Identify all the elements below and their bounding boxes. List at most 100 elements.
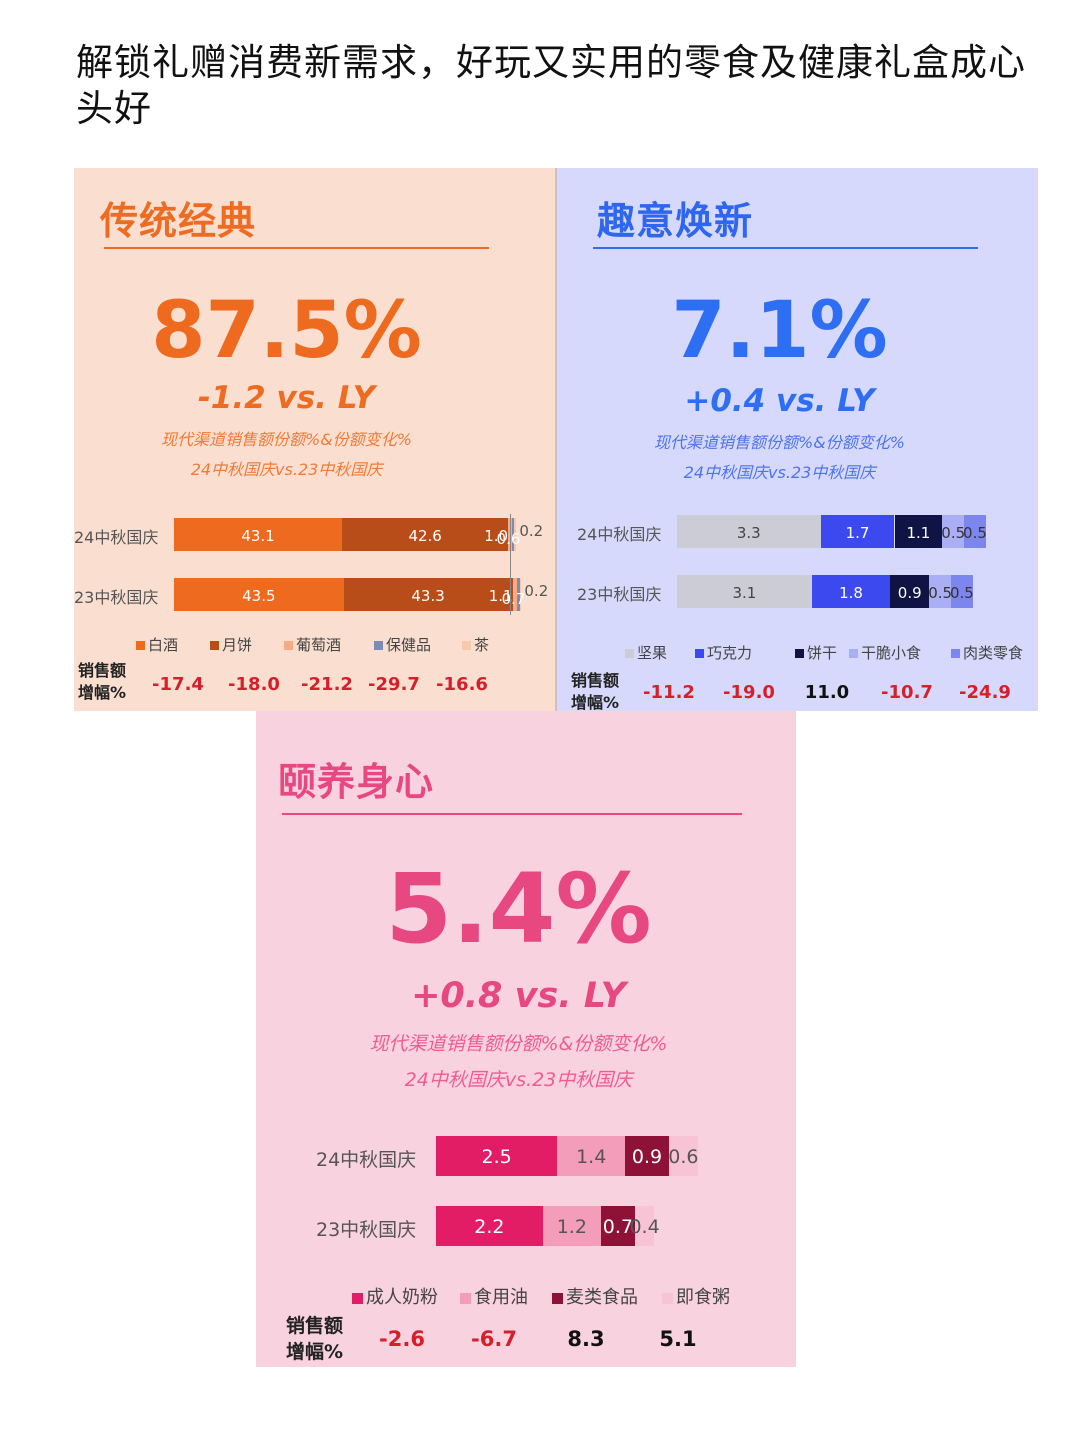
subtitle-metric: 现代渠道销售额份额%&份额变化%: [369, 1033, 668, 1055]
legend-item: 成人奶粉: [352, 1283, 438, 1309]
growth-row-label: 销售额增幅%: [571, 671, 620, 711]
data-label: 1.8: [839, 583, 863, 602]
panel-traditional: 传统经典 87.5% -1.2 vs. LY 现代渠道销售额份额%&份额变化% …: [74, 168, 555, 711]
share-value: 5.4%: [385, 853, 652, 965]
bar-segment: [894, 515, 943, 548]
bar-segment: [964, 515, 986, 548]
legend-label: 茶: [474, 636, 490, 654]
row-label: 23中秋国庆: [577, 584, 662, 604]
panel-title: 传统经典: [100, 199, 257, 243]
bar-segment: [668, 1136, 698, 1176]
data-label: 1.2: [556, 1216, 587, 1238]
legend-item: 葡萄酒: [284, 634, 341, 655]
row-label: 23中秋国庆: [316, 1219, 417, 1241]
data-label: 0.9: [897, 583, 922, 602]
bar-segment: [951, 575, 973, 608]
panel-title: 颐养身心: [278, 760, 435, 804]
subtitle-period: 24中秋国庆vs.23中秋国庆: [683, 463, 876, 482]
bar-segment: [557, 1136, 626, 1176]
legend-swatch: [695, 649, 704, 658]
legend-label: 保健品: [386, 636, 432, 654]
bar-segment: [174, 578, 344, 611]
data-label: 0.6: [668, 1146, 699, 1168]
legend-item: 坚果: [625, 642, 667, 663]
growth-value: -24.9: [959, 682, 1011, 703]
data-label: 43.5: [242, 586, 276, 605]
share-change: +0.4 vs. LY: [684, 383, 875, 419]
bar-segment: [625, 1136, 669, 1176]
bar-segment: [677, 515, 821, 548]
bar-segment: [890, 575, 930, 608]
title-underline: [104, 247, 489, 249]
panel-divider: [555, 168, 557, 711]
data-label: 43.3: [411, 586, 445, 605]
subtitle-metric: 现代渠道销售额份额%&份额变化%: [654, 433, 905, 452]
row-label: 24中秋国庆: [74, 527, 159, 547]
growth-value: 8.3: [567, 1327, 605, 1351]
legend-label: 麦类食品: [566, 1287, 638, 1308]
growth-value: -10.7: [881, 682, 933, 703]
data-label: 2.5: [481, 1146, 512, 1168]
bar-segment: [516, 578, 520, 611]
growth-row-label: 销售额增幅%: [286, 1315, 344, 1363]
bar-segment: [519, 578, 522, 611]
data-label: 0.5: [928, 583, 953, 602]
legend-swatch: [951, 649, 960, 658]
share-value: 87.5%: [151, 286, 422, 376]
total-axis-line: [510, 514, 511, 615]
page-headline: 解锁礼赠消费新需求，好玩又实用的零食及健康礼盒成心头好: [76, 41, 1026, 130]
growth-value: -6.7: [471, 1327, 517, 1351]
legend-swatch: [352, 1292, 363, 1304]
data-label: 0.2: [519, 521, 544, 540]
legend-label: 白酒: [148, 636, 179, 654]
legend-swatch: [849, 649, 858, 658]
data-label: 0.2: [524, 581, 549, 600]
growth-value: 5.1: [659, 1327, 697, 1351]
growth-value: -2.6: [379, 1327, 425, 1351]
growth-value: -11.2: [643, 682, 695, 703]
legend-item: 月饼: [210, 634, 252, 655]
legend-label: 月饼: [222, 636, 253, 654]
legend-swatch: [795, 649, 804, 658]
growth-row-label: 销售额增幅%: [78, 661, 127, 702]
subtitle-metric: 现代渠道销售额份额%&份额变化%: [161, 430, 412, 449]
legend-item: 白酒: [136, 634, 178, 655]
bar-segment: [436, 1136, 558, 1176]
legend-label: 饼干: [807, 644, 838, 662]
growth-value: -29.7: [368, 674, 420, 695]
bar-segment: [600, 1206, 635, 1246]
data-label: 0.4: [629, 1216, 660, 1238]
data-label: 3.1: [732, 583, 757, 602]
row-label: 24中秋国庆: [316, 1149, 417, 1171]
panel-title: 趣意焕新: [597, 199, 754, 243]
growth-value: 11.0: [804, 682, 850, 703]
legend-swatch: [136, 641, 145, 650]
bar-segment: [512, 578, 517, 611]
subtitle-period: 24中秋国庆vs.23中秋国庆: [190, 460, 383, 479]
bar-segment: [929, 575, 952, 608]
title-underline: [593, 247, 978, 249]
growth-value: -21.2: [301, 674, 353, 695]
bar-segment: [942, 515, 965, 548]
legend-swatch: [374, 641, 383, 650]
legend-label: 成人奶粉: [366, 1287, 438, 1308]
legend-item: 即食粥: [662, 1283, 730, 1309]
legend-item: 肉类零食: [951, 642, 1023, 663]
legend-swatch: [662, 1292, 673, 1304]
growth-value: -19.0: [723, 682, 775, 703]
bar-segment: [820, 515, 895, 548]
bar-segment: [436, 1206, 543, 1246]
bar-segment: [174, 518, 343, 551]
legend-label: 坚果: [637, 644, 668, 662]
bar-segment: [342, 518, 509, 551]
data-label: 3.3: [736, 523, 761, 542]
share-value: 7.1%: [671, 286, 888, 376]
legend-item: 麦类食品: [552, 1283, 638, 1309]
subtitle-period: 24中秋国庆vs.23中秋国庆: [404, 1069, 633, 1091]
growth-value: -16.6: [436, 674, 488, 695]
growth-value: -18.0: [228, 674, 280, 695]
legend-label: 肉类零食: [963, 644, 1024, 662]
bar-segment: [677, 575, 812, 608]
panel-fun: 趣意焕新 7.1% +0.4 vs. LY 现代渠道销售额份额%&份额变化% 2…: [557, 168, 1038, 711]
data-label: 2.2: [474, 1216, 505, 1238]
